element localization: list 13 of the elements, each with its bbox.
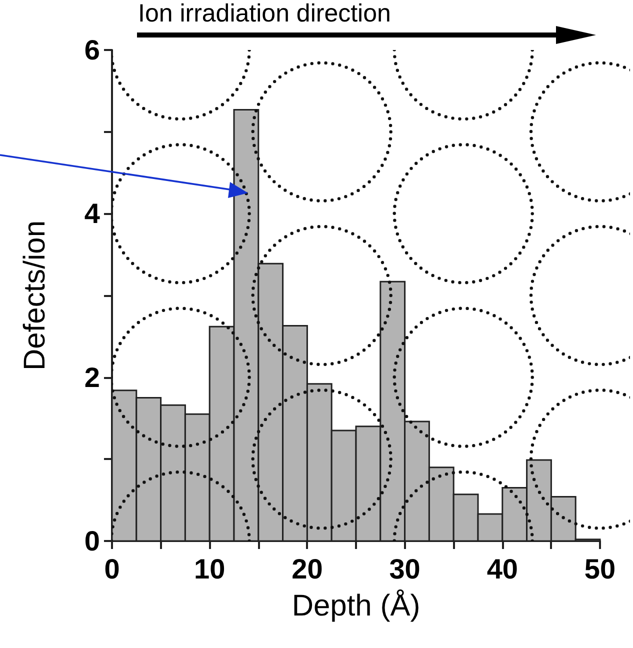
x-axis-title: Depth (Å) [292,588,420,622]
x-tick-label: 50 [584,554,616,584]
x-tick-label: 0 [104,554,120,584]
x-tick-label: 10 [194,554,226,584]
x-tick-label: 40 [486,554,518,584]
y-axis-title: Defects/ion [18,220,52,371]
y-tick-label: 0 [84,526,100,556]
y-tick-label: 2 [84,362,100,393]
text: Ion irradiation direction [138,0,391,28]
x-tick-label: 30 [389,554,420,584]
y-tick-label: 6 [84,34,100,66]
x-tick-label: 20 [292,554,323,584]
y-tick-label: 4 [84,198,100,230]
